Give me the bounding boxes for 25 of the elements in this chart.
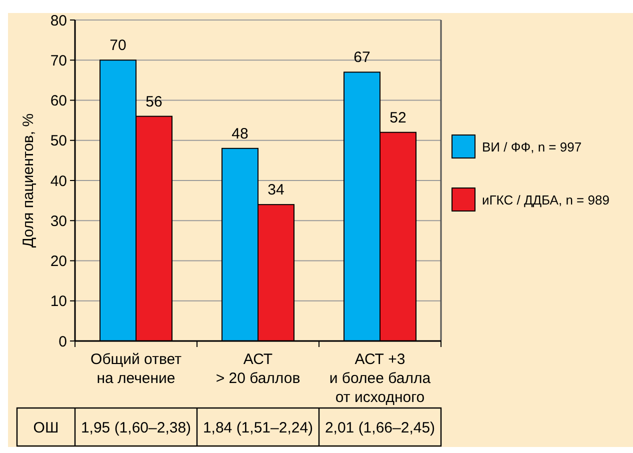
- x-tick-label: Общий ответ на лечение: [90, 351, 182, 387]
- legend-label: иГКС / ДДБА, n = 989: [482, 192, 610, 208]
- data-label: 56: [146, 93, 162, 110]
- legend-label: ВИ / ФФ, n = 997: [482, 140, 582, 155]
- data-label: 34: [268, 182, 284, 199]
- y-tick-label: 20: [50, 253, 67, 270]
- data-label: 48: [232, 125, 248, 142]
- text: 2,01 (1,66–2,45): [324, 419, 436, 436]
- y-tick-label: 50: [50, 132, 67, 150]
- text: 1,95 (1,60–2,38): [80, 419, 192, 436]
- y-tick-label: 0: [58, 333, 67, 350]
- x-tick-label: АСТ +3 и более балла от исходного: [329, 351, 432, 406]
- x-tick-label: АСТ > 20 баллов: [216, 351, 300, 387]
- y-tick-label: 60: [50, 92, 67, 110]
- data-label: 70: [110, 37, 126, 54]
- data-label: 52: [390, 109, 406, 126]
- text: ОШ: [33, 419, 59, 436]
- text: 1,84 (1,51–2,24): [202, 419, 314, 436]
- y-tick-label: 40: [50, 172, 67, 190]
- data-label: 67: [354, 49, 370, 66]
- y-axis-title: Доля пациентов, %: [20, 113, 37, 248]
- y-tick-label: 10: [50, 293, 67, 310]
- y-tick-label: 30: [50, 212, 67, 230]
- y-tick-label: 80: [50, 12, 67, 30]
- y-tick-label: 70: [50, 52, 67, 70]
